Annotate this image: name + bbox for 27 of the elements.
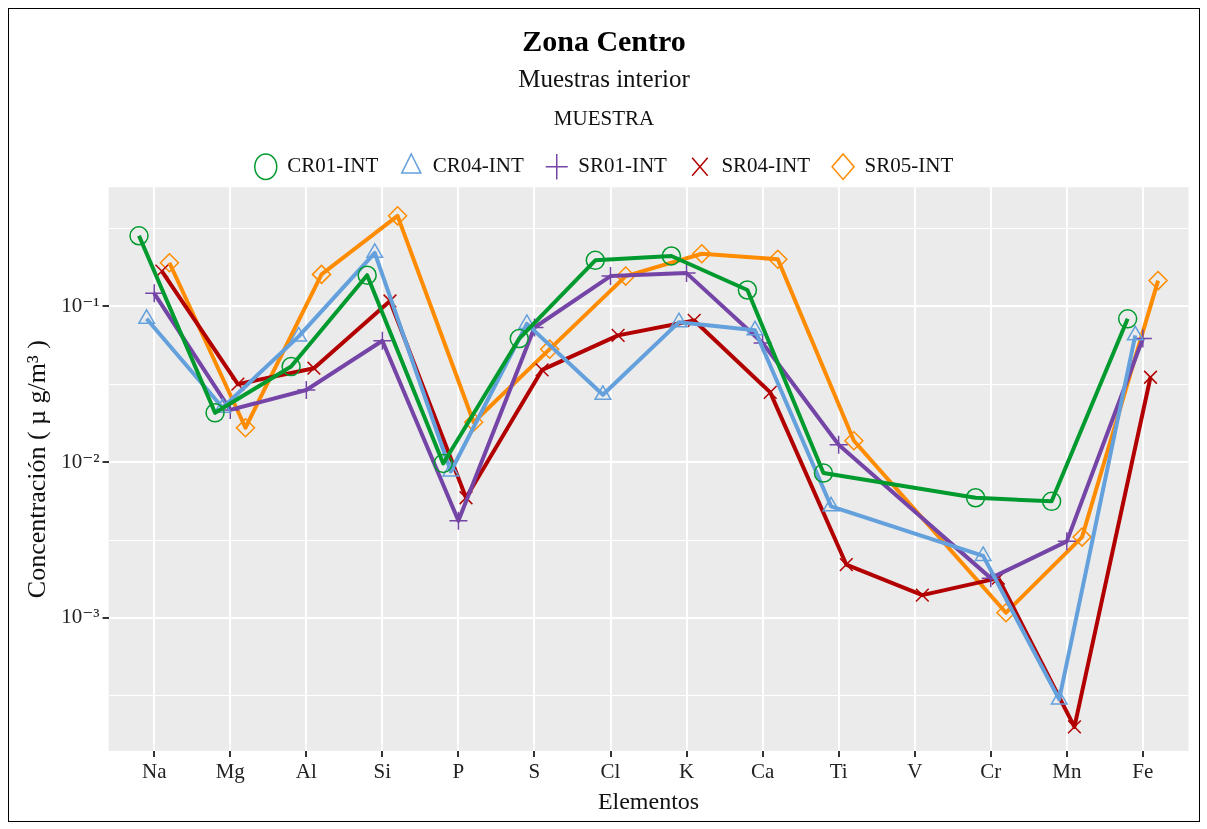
- legend-label: SR04-INT: [721, 153, 811, 178]
- x-axis-title: Elementos: [597, 787, 700, 814]
- x-tick-label: S: [528, 759, 541, 784]
- x-tick-label: Si: [373, 759, 392, 784]
- x-tick-label: Mn: [1052, 759, 1082, 784]
- legend-label: SR01-INT: [578, 153, 668, 178]
- legend-title: MUESTRA: [553, 106, 655, 131]
- legend-label: SR05-INT: [864, 153, 954, 178]
- chart-title: Zona Centro: [522, 23, 686, 57]
- chart-subtitle: Muestras interior: [518, 64, 691, 92]
- x-tick-label: Al: [295, 759, 317, 784]
- x-tick-label: Cr: [980, 759, 1002, 784]
- x-tick-label: Fe: [1132, 759, 1154, 784]
- x-tick-label: V: [907, 759, 923, 784]
- legend-label: CR01-INT: [287, 153, 379, 178]
- x-tick-label: P: [452, 759, 465, 784]
- y-tick-label: 10⁻²: [61, 448, 100, 473]
- x-tick-label: Cl: [600, 759, 621, 784]
- y-tick-label: 10⁻³: [61, 604, 100, 629]
- x-tick-label: Ti: [829, 759, 848, 784]
- x-tick-label: K: [678, 759, 695, 784]
- x-tick-label: Ca: [750, 759, 775, 784]
- y-tick-label: 10⁻¹: [61, 292, 100, 317]
- y-axis-title: Concentración ( µ g/m³ ): [22, 340, 52, 599]
- legend-label: CR04-INT: [432, 153, 524, 178]
- x-tick-label: Mg: [215, 759, 246, 784]
- x-tick-label: Na: [141, 759, 168, 784]
